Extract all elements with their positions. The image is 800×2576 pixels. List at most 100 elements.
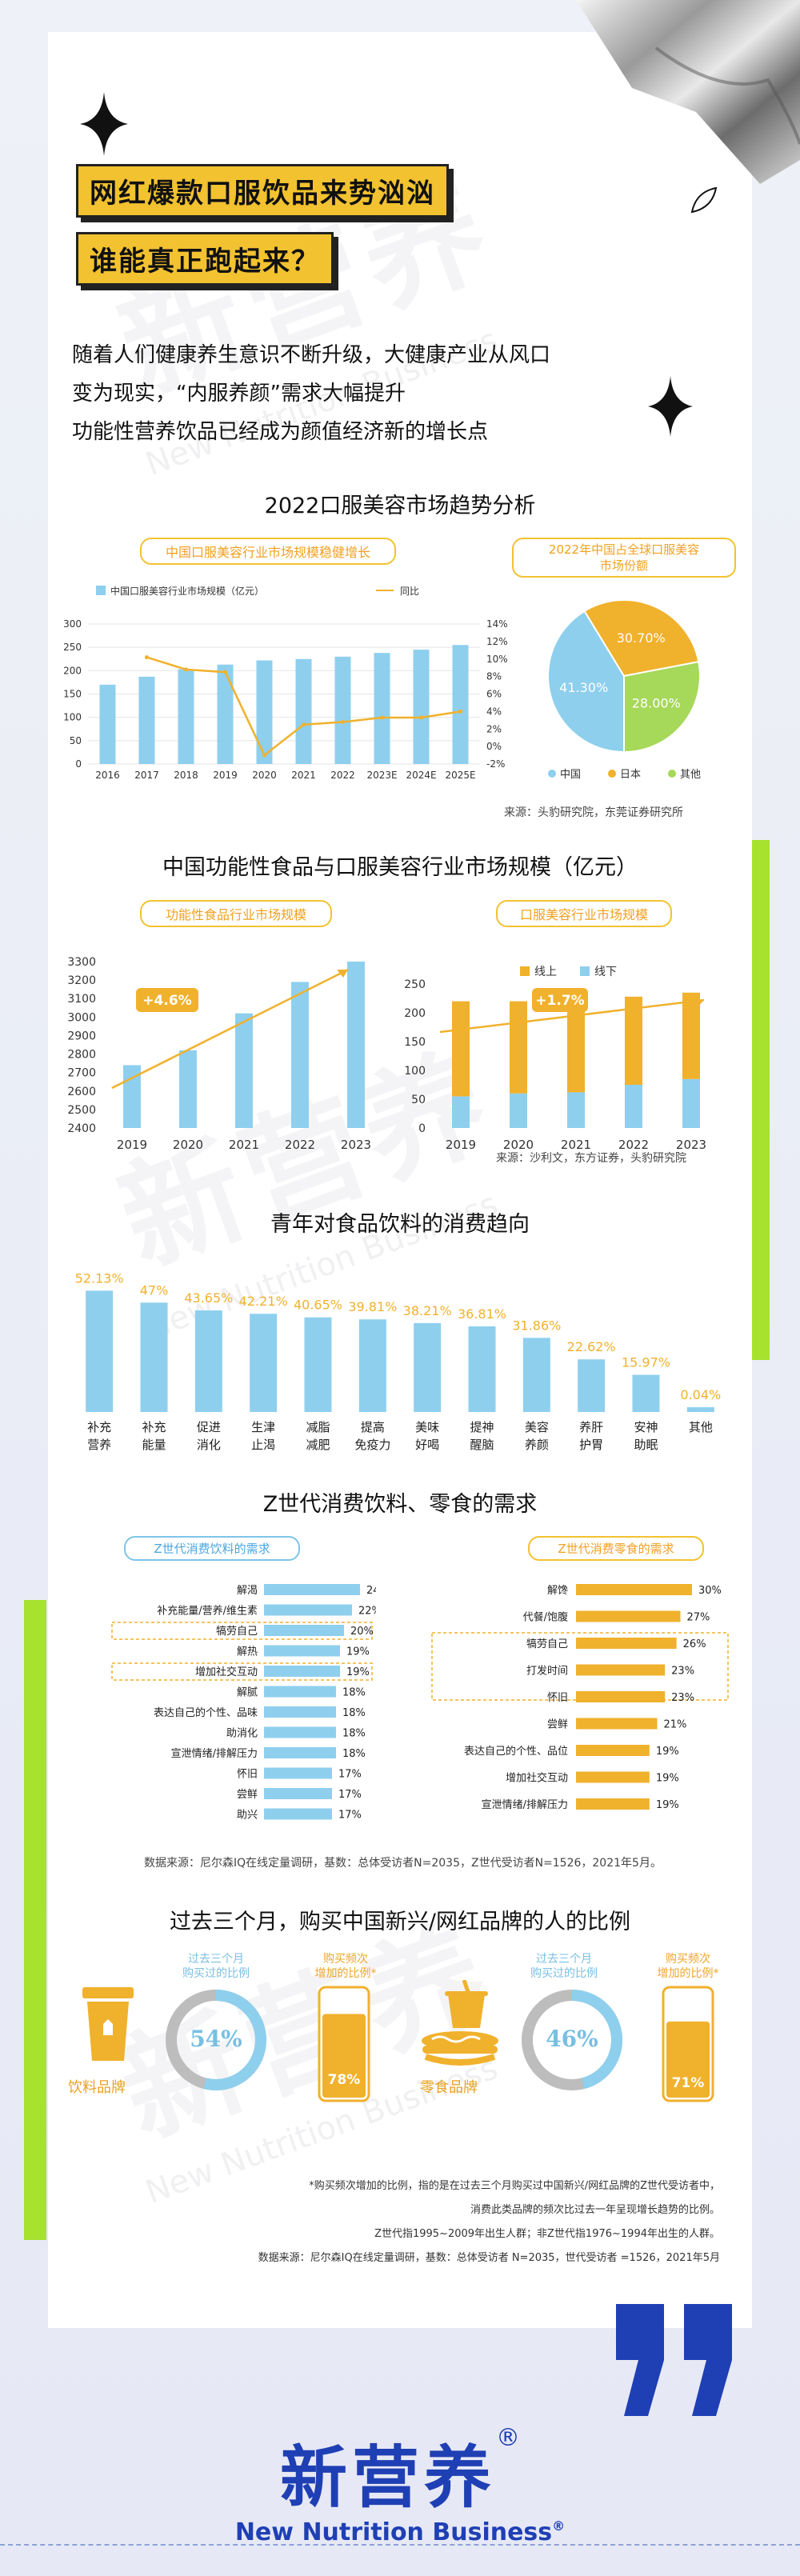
y2-tick-label: -2% (486, 758, 505, 770)
note-line: 消费此类品牌的频次比过去一年呈现增长趋势的比例。 (470, 2204, 720, 2216)
bar (217, 664, 234, 764)
y-tick-label: 2800 (67, 1049, 96, 1062)
cup-icon (82, 1987, 134, 2061)
value-label: 20% (350, 1626, 374, 1638)
legend-label: 中国 (560, 769, 581, 781)
section4-left-pill: Z世代消费饮料的需求 (124, 1536, 300, 1561)
drink-freq-label: 购买频次 增加的比例* (298, 1952, 394, 1981)
x-tick-label: 安神 (634, 1420, 658, 1434)
legend-swatch (668, 770, 676, 778)
category-label: 解腻 (237, 1687, 258, 1699)
value-label: 30% (698, 1585, 722, 1597)
x-tick-label: 消化 (197, 1438, 221, 1452)
growth-arrow-head (694, 998, 704, 1007)
pie-value-label: 41.30% (559, 680, 608, 695)
highlight-box (111, 1662, 373, 1681)
bar (413, 650, 430, 764)
growth-badge (532, 988, 588, 1012)
line-point (184, 667, 188, 672)
y-tick-label: 250 (404, 978, 426, 991)
bar (576, 1745, 650, 1756)
x-tick-label: 2023 (341, 1138, 371, 1152)
bar-offline (510, 1093, 527, 1128)
section3-title: 青年对食品饮料的消费趋向 (270, 1212, 530, 1237)
pie-slice (583, 599, 700, 678)
x-tick-label: 能量 (142, 1438, 166, 1452)
bar-offline (452, 1096, 470, 1128)
sparkle-icon (80, 92, 128, 156)
x-tick-label: 促进 (197, 1420, 221, 1434)
bar (264, 1625, 344, 1636)
brand-reg: ® (496, 2424, 520, 2452)
x-tick-label: 免疫力 (354, 1438, 390, 1452)
x-tick-label: 2020 (252, 770, 277, 781)
bar (358, 1319, 386, 1412)
category-label: 犒劳自己 (216, 1625, 258, 1638)
y-tick-label: 3000 (67, 1011, 96, 1024)
category-label: 补充能量/营养/维生素 (157, 1605, 258, 1618)
y-tick-label: 2400 (67, 1122, 96, 1135)
bar (194, 1310, 222, 1412)
hotdog-drink-icon (422, 1980, 498, 2066)
value-label: 27% (687, 1612, 710, 1624)
x-tick-label: 止渴 (251, 1438, 275, 1452)
value-label: 21% (664, 1719, 687, 1731)
x-tick-label: 营养 (87, 1438, 111, 1452)
section5-title: 过去三个月，购买中国新兴/网红品牌的人的比例 (169, 1910, 631, 1934)
x-tick-label: 护胃 (579, 1438, 603, 1452)
brand-name: 新营养 (279, 2438, 496, 2517)
note-line: 数据来源：尼尔森IQ在线定量调研，基数：总体受访者 N=2035，世代受访者 =… (258, 2252, 720, 2264)
bar (264, 1747, 336, 1758)
value-label: 0.04% (680, 1387, 721, 1402)
x-tick-label: 美味 (415, 1420, 439, 1434)
x-tick-label: 2024E (406, 770, 436, 781)
y-tick-label: 100 (404, 1065, 426, 1078)
category-label: 代餐/饱腹 (523, 1611, 568, 1624)
x-tick-label: 提神 (470, 1420, 494, 1434)
x-tick-label: 2020 (173, 1138, 203, 1152)
value-label: 15.97% (622, 1355, 670, 1370)
category-label: 解渴 (237, 1585, 258, 1597)
bar (414, 1322, 442, 1412)
category-label: 宣泄情绪/排解压力 (171, 1747, 258, 1760)
snack-bought-value: 46% (546, 2026, 598, 2052)
value-label: 40.65% (294, 1298, 342, 1313)
bar (576, 1664, 666, 1676)
x-tick-label: 养颜 (525, 1438, 549, 1452)
bar (235, 1013, 253, 1128)
line-point (341, 720, 345, 724)
category-label: 宣泄情绪/排解压力 (482, 1798, 568, 1811)
value-label: 22.62% (567, 1339, 616, 1354)
legend-swatch (608, 770, 616, 778)
bar (291, 982, 309, 1128)
pill-line: 2022年中国占全球口服美容 (548, 542, 700, 557)
bar (178, 669, 194, 764)
bar-offline (625, 1085, 642, 1128)
bar (179, 1050, 197, 1128)
snack-demand-bar-chart: 解馋 30% 代餐/饱腹 27% 犒劳自己 26% 打发时间 23% 怀旧 23% 尝鲜 21% 表达自… (431, 1584, 729, 1811)
pie-slice (623, 661, 701, 754)
pie-value-label: 28.00% (632, 695, 681, 710)
bar (86, 1290, 114, 1412)
label-line: 购买过的比例 (530, 1967, 598, 1980)
category-label: 助消化 (226, 1728, 258, 1740)
category-label: 助兴 (237, 1810, 258, 1822)
bar (452, 645, 469, 764)
x-tick-label: 养肝 (579, 1420, 603, 1434)
brand-logo: 新营养® (0, 2424, 800, 2521)
bar-online (625, 996, 642, 1085)
bar (250, 1314, 278, 1412)
x-tick-label: 2022 (285, 1138, 315, 1152)
value-label: 23% (671, 1692, 694, 1704)
bar (686, 1407, 714, 1412)
green-accent-left-bottom (24, 1600, 46, 2240)
legend-label: 线下 (594, 966, 617, 978)
snack-bought-donut (522, 1990, 622, 2090)
growth-arrow (111, 968, 349, 1090)
y-tick-label: 2900 (67, 1030, 96, 1042)
category-label: 怀旧 (237, 1769, 258, 1781)
section4-right-pill: Z世代消费零食的需求 (528, 1536, 704, 1561)
oral-beauty-stacked-bar-chart: 250 200 150 100 50 0 线上 线下 2019 2020 2021 2022 2023 +… (404, 966, 706, 1152)
y-tick-label: 2700 (67, 1067, 96, 1080)
